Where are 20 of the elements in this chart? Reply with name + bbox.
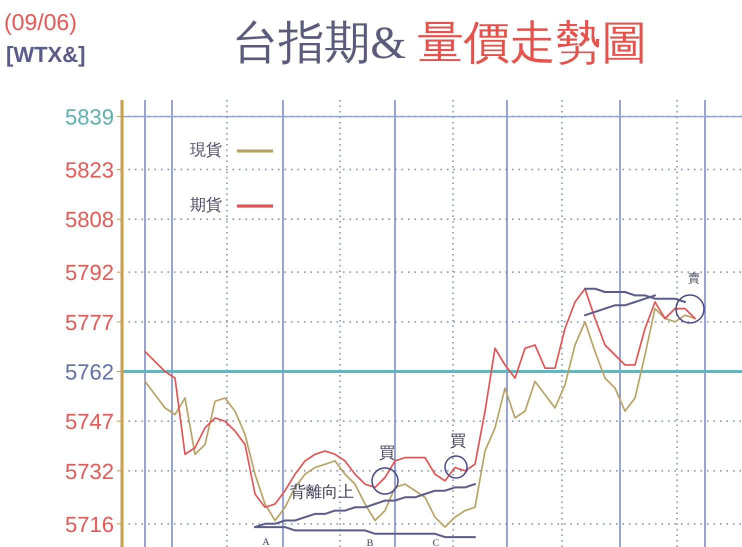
annotation: B (366, 538, 374, 547)
y-tick-label: 5823 (65, 158, 114, 183)
annotation: 買 (450, 433, 466, 450)
y-tick-label: 5777 (65, 310, 114, 335)
legend-label: 期貨 (190, 196, 222, 214)
y-tick-label: 5747 (65, 409, 114, 434)
annotation: A (262, 537, 270, 547)
text: [WTX&] (6, 42, 86, 67)
y-tick-label: 5716 (65, 512, 114, 537)
annotation: C (432, 538, 440, 547)
y-tick-label: 5792 (65, 260, 114, 286)
y-tick-label: 5762 (65, 360, 114, 385)
text: (09/06) (4, 9, 77, 35)
chart-title: 台指期& 量價走勢圖 (232, 17, 648, 68)
legend-label: 現貨 (190, 141, 222, 159)
y-tick-label: 5839 (65, 104, 114, 130)
annotation: 買 (379, 445, 395, 462)
annotation: 賣 (688, 271, 700, 285)
y-tick-label: 5732 (65, 458, 114, 484)
y-tick-label: 5808 (65, 207, 114, 232)
